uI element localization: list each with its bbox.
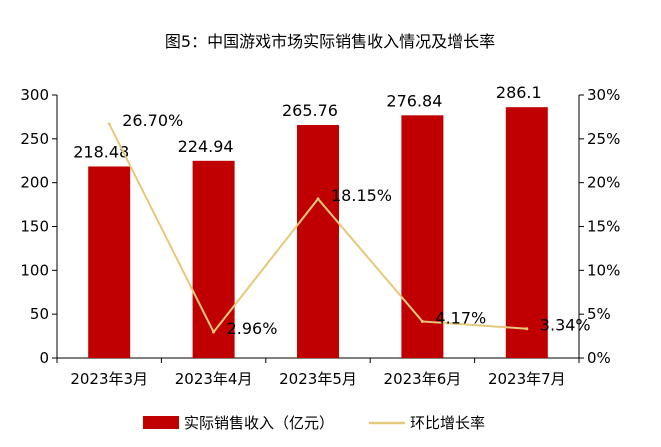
bar: [297, 125, 339, 359]
x-tick-label: 2023年6月: [384, 370, 462, 388]
y-left-tick-label: 250: [20, 130, 49, 148]
y-right-tick-label: 30%: [587, 86, 620, 104]
growth-value-label: 2.96%: [227, 319, 278, 338]
y-right-tick-label: 20%: [587, 174, 620, 192]
x-tick-label: 2023年7月: [488, 370, 566, 388]
y-left-tick-label: 50: [30, 305, 49, 323]
growth-value-label: 3.34%: [540, 316, 591, 335]
x-tick-label: 2023年5月: [279, 370, 357, 388]
x-tick-label: 2023年3月: [70, 370, 148, 388]
y-right-tick-label: 10%: [587, 261, 620, 279]
bar: [192, 160, 235, 358]
legend-bar-label: 实际销售收入（亿元）: [184, 414, 334, 432]
y-right-tick-label: 25%: [587, 130, 620, 148]
legend-line-label: 环比增长率: [410, 414, 485, 432]
chart-title: 图5：中国游戏市场实际销售收入情况及增长率: [165, 32, 495, 51]
bar-value-label: 276.84: [386, 91, 442, 110]
growth-point: [107, 122, 111, 126]
growth-point: [525, 327, 529, 331]
bar: [88, 166, 131, 358]
y-left-tick-label: 0: [39, 349, 49, 367]
growth-point: [316, 197, 320, 201]
growth-point: [212, 330, 216, 334]
bar-value-label: 286.1: [496, 83, 542, 102]
bar: [505, 107, 548, 358]
bar-value-label: 218.48: [73, 142, 129, 161]
y-left-tick-label: 100: [20, 261, 49, 279]
y-left-tick-label: 150: [20, 218, 49, 236]
y-right-tick-label: 15%: [587, 218, 620, 236]
y-left-tick-label: 300: [20, 86, 49, 104]
growth-value-label: 4.17%: [435, 308, 486, 327]
y-right-tick-label: 5%: [587, 305, 611, 323]
growth-value-label: 26.70%: [122, 111, 183, 130]
growth-value-label: 18.15%: [331, 186, 392, 205]
bar-value-label: 265.76: [282, 101, 338, 120]
y-left-tick-label: 200: [20, 174, 49, 192]
y-right-tick-label: 0%: [587, 349, 611, 367]
bar: [401, 115, 444, 359]
legend-bar-swatch: [143, 416, 179, 429]
x-tick-label: 2023年4月: [175, 370, 253, 388]
legend: 实际销售收入（亿元） 环比增长率: [143, 414, 485, 432]
bar-value-label: 224.94: [178, 137, 234, 156]
growth-point: [420, 319, 424, 323]
plot-area: 0 50 100 150 200 250 300 0% 5% 10% 15% 20% 25% 30% 202…: [20, 83, 620, 388]
